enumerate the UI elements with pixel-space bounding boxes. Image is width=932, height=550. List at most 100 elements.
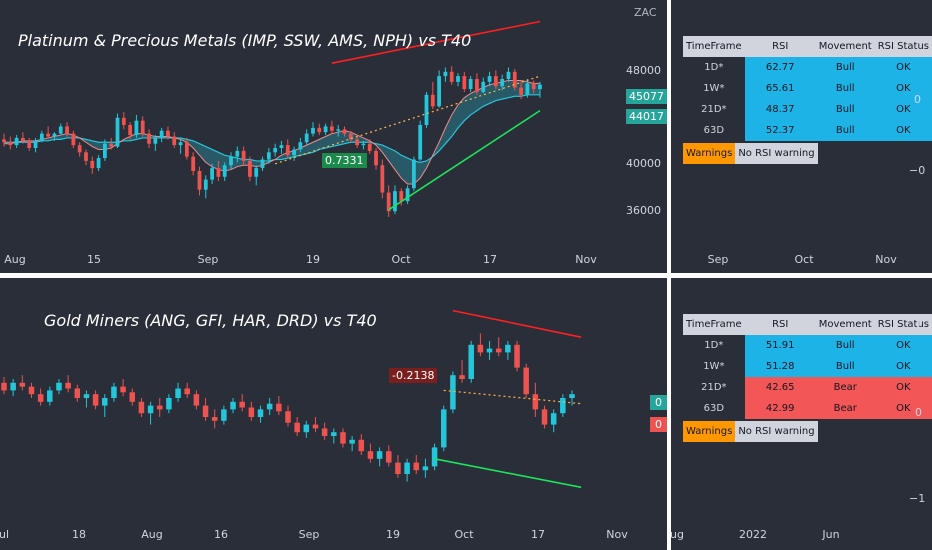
candle-body: [178, 142, 183, 146]
candle-body: [147, 405, 154, 414]
candle-body: [1, 382, 7, 391]
candle-body: [493, 76, 498, 87]
candle: [266, 398, 273, 416]
candle-body: [449, 71, 454, 82]
candle-body: [120, 386, 126, 393]
candle-body: [374, 150, 378, 166]
candle-body: [128, 125, 133, 136]
bottom-x-tick: Aug: [141, 528, 163, 541]
candle: [395, 455, 401, 478]
candle-body: [367, 143, 372, 151]
candle: [191, 152, 196, 176]
bottom-price-chart-pane[interactable]: Gold Miners (ANG, GFI, HAR, DRD) vs T40 …: [0, 278, 667, 550]
candle: [468, 76, 473, 92]
candle: [376, 447, 383, 467]
candle-body: [569, 394, 575, 398]
candle-body: [477, 344, 484, 353]
candle: [519, 80, 523, 100]
candle: [560, 394, 566, 417]
bottom-badge-1: 0: [650, 395, 667, 410]
top-x-tick: 15: [87, 253, 101, 266]
candle: [266, 148, 271, 164]
candle-body: [285, 411, 291, 423]
candle: [374, 148, 378, 170]
candle-body: [349, 439, 355, 444]
candle: [235, 146, 240, 163]
candle-body: [96, 158, 101, 169]
ma-cloud: [4, 80, 540, 184]
row-rsi: 48.37: [744, 99, 816, 120]
candle: [468, 341, 474, 383]
candle-body: [404, 462, 410, 474]
candle: [27, 137, 32, 151]
candle: [1, 377, 7, 395]
candle-body: [19, 382, 26, 387]
candle: [430, 81, 435, 110]
candle-body: [47, 390, 53, 402]
candle: [153, 135, 158, 151]
row-rsi: 62.77: [744, 57, 816, 78]
candle: [317, 123, 322, 136]
top-chart-title: Platinum & Precious Metals (IMP, SSW, AM…: [18, 31, 472, 50]
candle-body: [184, 142, 189, 157]
candle-body: [184, 388, 190, 395]
row-rsi: 42.65: [744, 377, 816, 398]
top-rsi-pane[interactable]: TimeFrame RSI Movement RSI Status 1D* 62…: [671, 0, 932, 273]
candle: [380, 159, 385, 199]
candle: [294, 417, 300, 436]
candle-body: [230, 401, 236, 410]
warning-text: No RSI warning: [735, 421, 818, 442]
candle: [361, 140, 366, 150]
row-movement: Bull: [815, 120, 875, 141]
candle-body: [10, 382, 16, 391]
top-x-tick: 17: [483, 253, 497, 266]
top-y-tick: 40000: [626, 157, 661, 170]
candle: [459, 360, 465, 383]
candle-body: [121, 117, 126, 125]
top-right-y-tick: 0: [914, 93, 921, 106]
candle: [273, 143, 278, 157]
candle-body: [519, 87, 523, 95]
candle: [184, 137, 189, 160]
candle-body: [312, 424, 319, 429]
top-right-x-tick: Oct: [794, 253, 814, 266]
candle: [65, 122, 69, 137]
table-row: 1W* 51.28 Bull OK: [683, 356, 932, 377]
candle: [437, 70, 441, 108]
bottom-chart-title: Gold Miners (ANG, GFI, HAR, DRD) vs T40: [44, 311, 377, 330]
candle: [276, 396, 282, 416]
bottom-right-x-tick: Jun: [822, 528, 840, 541]
candle-body: [411, 159, 416, 189]
candle-body: [216, 168, 221, 177]
table-row: 21D* 48.37 Bull OK: [683, 99, 932, 120]
top-price-chart-pane[interactable]: Platinum & Precious Metals (IMP, SSW, AM…: [0, 0, 667, 273]
candle: [197, 166, 202, 196]
candle-body: [210, 168, 214, 180]
candle-body: [159, 130, 164, 138]
candle: [348, 130, 353, 143]
row-movement: Bear: [815, 377, 875, 398]
row-timeframe: 1W*: [683, 78, 745, 99]
candle-body: [330, 126, 334, 131]
candle: [222, 162, 227, 182]
candle: [495, 337, 502, 357]
candle-body: [111, 386, 117, 398]
top-candlestick-chart[interactable]: [0, 0, 667, 273]
candle: [257, 405, 264, 423]
bottom-rsi-pane[interactable]: TimeFrame RSI Movement RSI Status 1D* 51…: [671, 278, 932, 550]
header-rsi-status: RSI Status: [874, 36, 932, 57]
candle-body: [254, 168, 259, 177]
candle: [304, 129, 309, 146]
row-movement: Bull: [815, 78, 875, 99]
candle: [159, 127, 164, 143]
row-timeframe: 21D*: [683, 99, 745, 120]
candle: [83, 390, 90, 408]
candle-body: [285, 145, 290, 156]
candle-body: [33, 140, 38, 148]
candle: [532, 382, 539, 417]
candle: [21, 132, 25, 144]
candle: [349, 436, 355, 452]
candle: [248, 401, 255, 421]
candle: [422, 458, 429, 478]
bottom-candlestick-chart[interactable]: [0, 278, 667, 550]
